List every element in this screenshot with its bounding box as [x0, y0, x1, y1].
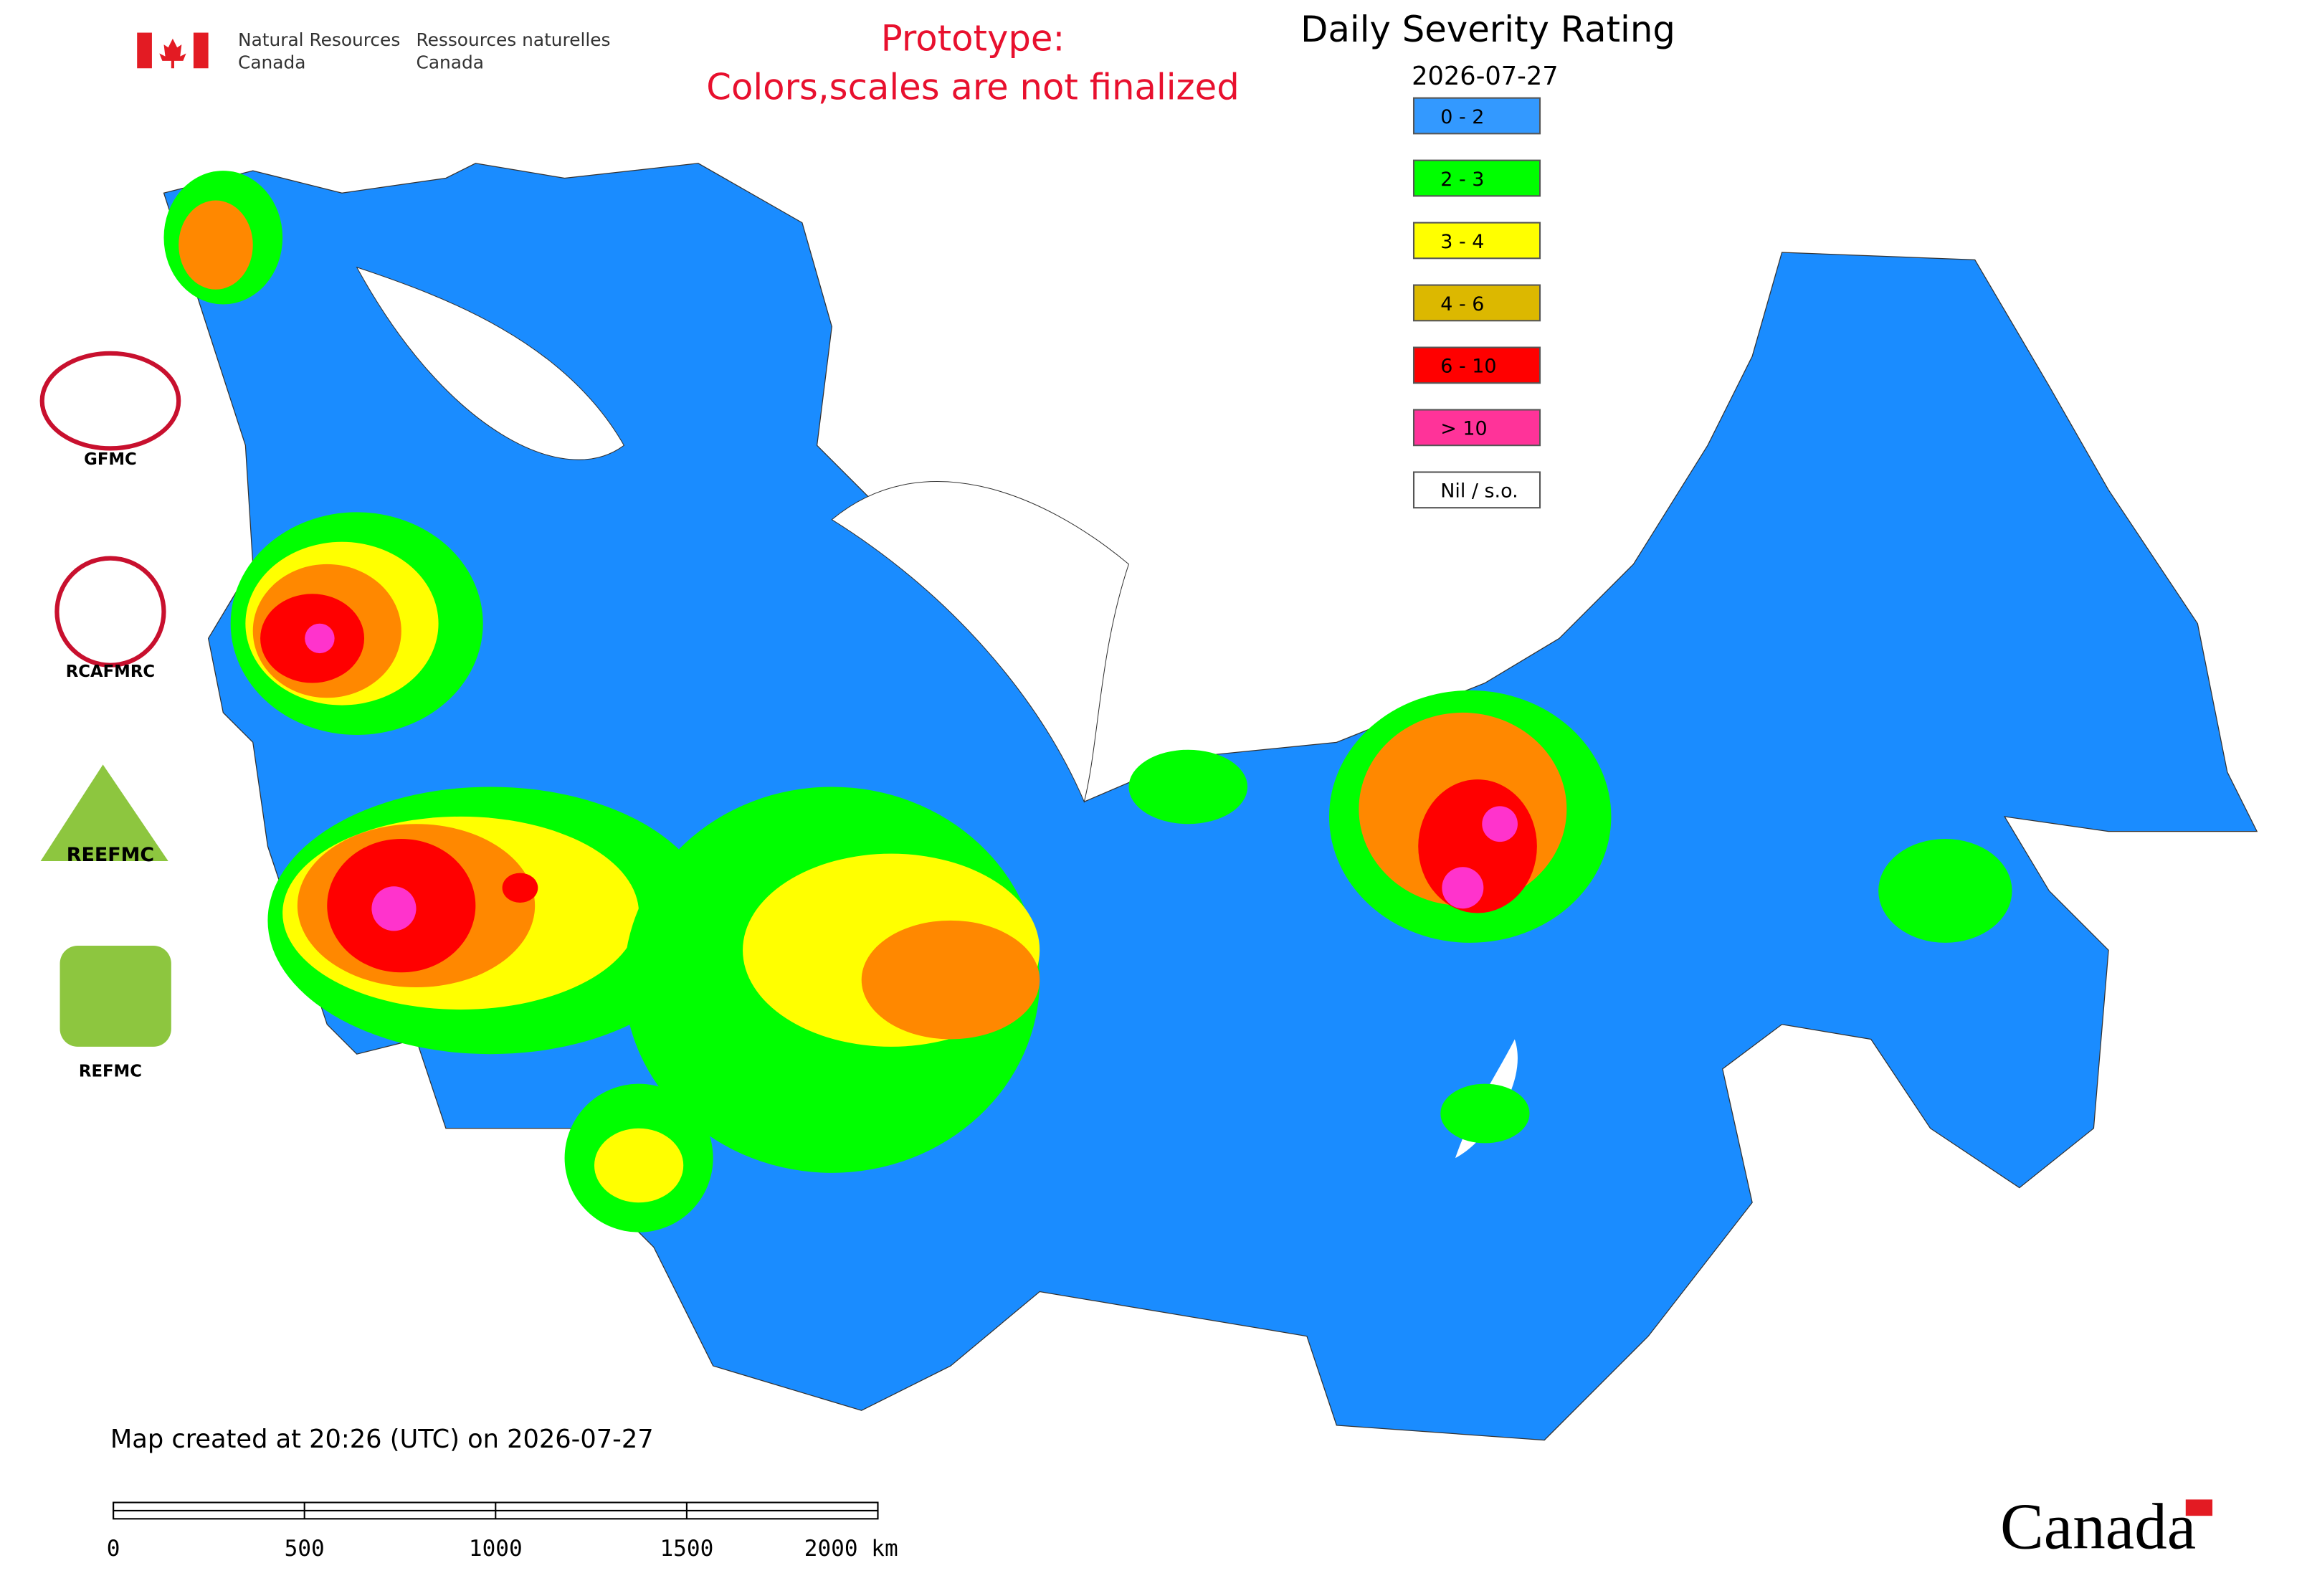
legend-label: 4 - 6 [1440, 293, 1484, 315]
scale-label: 500 [285, 1536, 325, 1562]
legend-swatch [1412, 222, 1541, 260]
agency-fr: Canada [417, 52, 484, 72]
logo-label: REEFMC [67, 844, 154, 866]
legend-label: 0 - 2 [1440, 106, 1484, 128]
scale-label: 2000 km [804, 1536, 898, 1562]
legend-label: 2 - 3 [1440, 168, 1484, 191]
severity-zones [163, 171, 2012, 1232]
legend-swatch [1412, 409, 1541, 447]
scale-label: 0 [107, 1536, 120, 1562]
wordmark: Canada [2000, 1491, 2196, 1563]
legend-label: > 10 [1440, 418, 1487, 440]
date: 2026-07-27 [1412, 62, 1559, 91]
logo-label: RCAFMRC [66, 662, 155, 681]
scale-label: 1000 [469, 1536, 523, 1562]
legend-swatch [1412, 284, 1541, 322]
agency-en: Natural Resources [238, 29, 400, 50]
legend-label: 6 - 10 [1440, 356, 1496, 378]
legend-label: 3 - 4 [1440, 231, 1484, 253]
map [163, 163, 2258, 1441]
title: Daily Severity Rating [1300, 9, 1675, 50]
logo-emblem [60, 946, 171, 1047]
notice: Colors,scales are not finalized [706, 67, 1239, 108]
notice: Prototype: [881, 17, 1065, 59]
legend-swatch [1412, 346, 1541, 384]
canada-flag [137, 32, 209, 69]
legend-swatch [1412, 471, 1541, 509]
footer: Map created at 20:26 (UTC) on 2026-07-27 [110, 1425, 654, 1454]
scale-label: 1500 [660, 1536, 713, 1562]
legend-label: Nil / s.o. [1440, 480, 1518, 503]
scale-bar: 0 500 1000 1500 2000 km [107, 1501, 898, 1562]
logo-emblem [54, 556, 166, 668]
legend-swatch [1412, 97, 1541, 135]
legend-swatch [1412, 159, 1541, 197]
logo-emblem [40, 764, 168, 862]
logo-emblem [39, 351, 181, 451]
logo-label: GFMC [84, 450, 137, 469]
legend: 0 - 2 2 - 3 3 - 4 4 - 6 6 - 10 > 10 Nil / s.o. [1412, 97, 1541, 509]
agency-fr: Ressources naturelles [417, 29, 611, 50]
logos: GFMC RCAFMRC REEFMC REFMC [39, 351, 181, 1080]
agency-en: Canada [238, 52, 305, 72]
wordmark-flag [2185, 1499, 2213, 1516]
logo-label: REFMC [79, 1062, 142, 1080]
